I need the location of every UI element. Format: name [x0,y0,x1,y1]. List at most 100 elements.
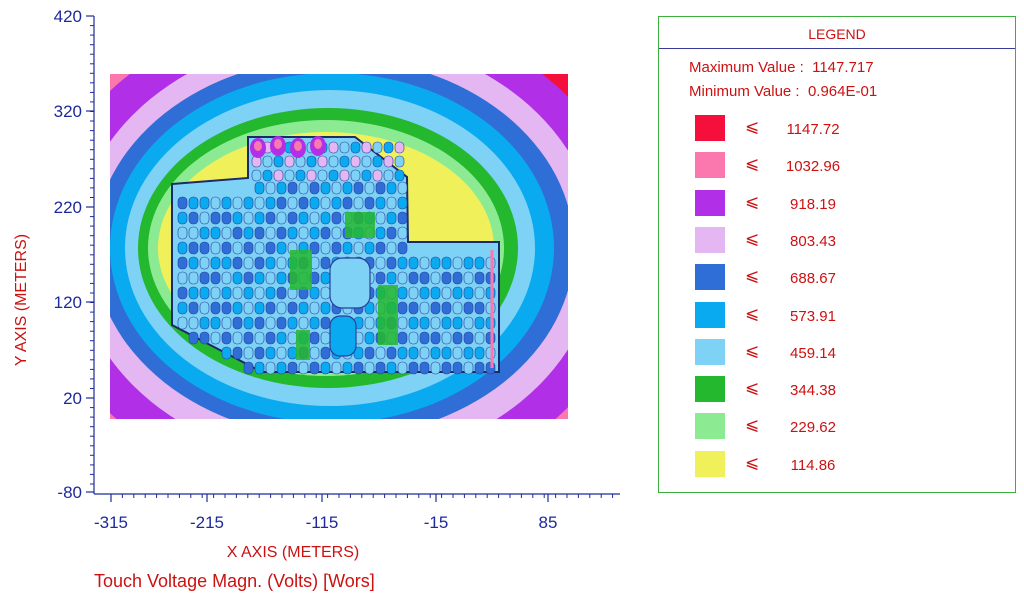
grid-cell [243,346,254,360]
hotspot [254,141,262,151]
less-equal-symbol: ⩽ [745,191,760,211]
grid-cell [243,271,254,285]
open-area [329,257,371,309]
grid-cell [419,331,430,345]
grid-cell [254,181,265,195]
grid-cell [177,256,188,270]
grid-cell [298,181,309,195]
grid-cell [232,346,243,360]
grid-cell [210,316,221,330]
grid-cell [408,256,419,270]
grid-cell [199,211,210,225]
grid-cell [309,226,320,240]
less-equal-symbol: ⩽ [745,303,760,323]
grid-cell [419,301,430,315]
grid-cell [243,241,254,255]
grid-cell [199,226,210,240]
legend-swatch [695,301,725,328]
grid-cell [320,241,331,255]
y-axis-ticks: 420 320 220 120 20 -80 [54,7,94,502]
grid-cell [243,211,254,225]
less-equal-symbol: ⩽ [745,228,760,248]
grid-cell [276,346,287,360]
less-equal-symbol: ⩽ [745,154,760,174]
less-equal-symbol: ⩽ [745,340,760,360]
grid-cell [430,271,441,285]
grid-cell [452,331,463,345]
grid-cell [339,169,350,182]
grid-cell [276,211,287,225]
hotspot [294,141,302,151]
grid-cell [306,155,317,168]
low-voltage-patch [378,285,398,345]
legend-level-value: 229.62 [790,419,836,437]
grid-cell [254,286,265,300]
grid-cell [328,155,339,168]
grid-cell [375,346,386,360]
grid-cell [474,286,485,300]
legend-header: LEGEND [659,17,1015,49]
grid-cell [364,196,375,210]
grid-cell [254,196,265,210]
legend-panel: LEGEND Maximum Value : 1147.717 Minimum … [658,16,1016,493]
grid-cell [221,331,232,345]
grid-cell [265,361,276,375]
grid-cell [188,226,199,240]
chart-title: Touch Voltage Magn. (Volts) [Wors] [94,571,375,591]
grid-cell [221,196,232,210]
minimum-label: Minimum Value : [689,83,800,100]
legend-swatch [695,338,725,365]
grid-cell [375,196,386,210]
grid-cell [287,331,298,345]
hotspot [274,139,282,149]
grid-cell [210,196,221,210]
grid-cell [265,256,276,270]
grid-cell [177,301,188,315]
grid-cell [276,301,287,315]
grid-cell [430,346,441,360]
grid-cell [386,361,397,375]
grid-cell [441,301,452,315]
grid-cell [276,256,287,270]
grid-cell [375,241,386,255]
grid-cell [254,346,265,360]
grid-cell [188,286,199,300]
grid-cell [221,286,232,300]
grid-cell [397,361,408,375]
grid-cell [265,226,276,240]
grid-cell [361,155,372,168]
grid-cell [243,226,254,240]
grid-cell [320,301,331,315]
grid-cell [394,141,405,154]
grid-cell [474,346,485,360]
grid-cell [309,241,320,255]
grid-cell [251,169,262,182]
grid-cell [408,361,419,375]
legend-level-value: 459.14 [790,344,836,362]
grid-cell [320,361,331,375]
grid-cell [243,196,254,210]
grid-cell [386,211,397,225]
legend-swatch [695,450,725,477]
grid-cell [232,256,243,270]
legend-level-value: 114.86 [790,456,836,474]
grid-cell [199,316,210,330]
maximum-label: Maximum Value : [689,59,804,76]
grid-cell [441,286,452,300]
grid-cell [273,169,284,182]
legend-level-value: 344.38 [790,382,836,400]
grid-cell [463,286,474,300]
x-tick-label: -315 [94,513,128,532]
grid-cell [364,346,375,360]
grid-cell [386,256,397,270]
grid-cell [383,155,394,168]
legend-swatch [695,376,725,403]
grid-cell [419,271,430,285]
grid-cell [243,301,254,315]
grid-cell [273,155,284,168]
grid-cell [397,226,408,240]
legend-level-value: 1147.72 [786,121,840,138]
grid-cell [210,286,221,300]
minimum-value-line: Minimum Value : 0.964E-01 [689,83,877,100]
grid-cell [306,169,317,182]
